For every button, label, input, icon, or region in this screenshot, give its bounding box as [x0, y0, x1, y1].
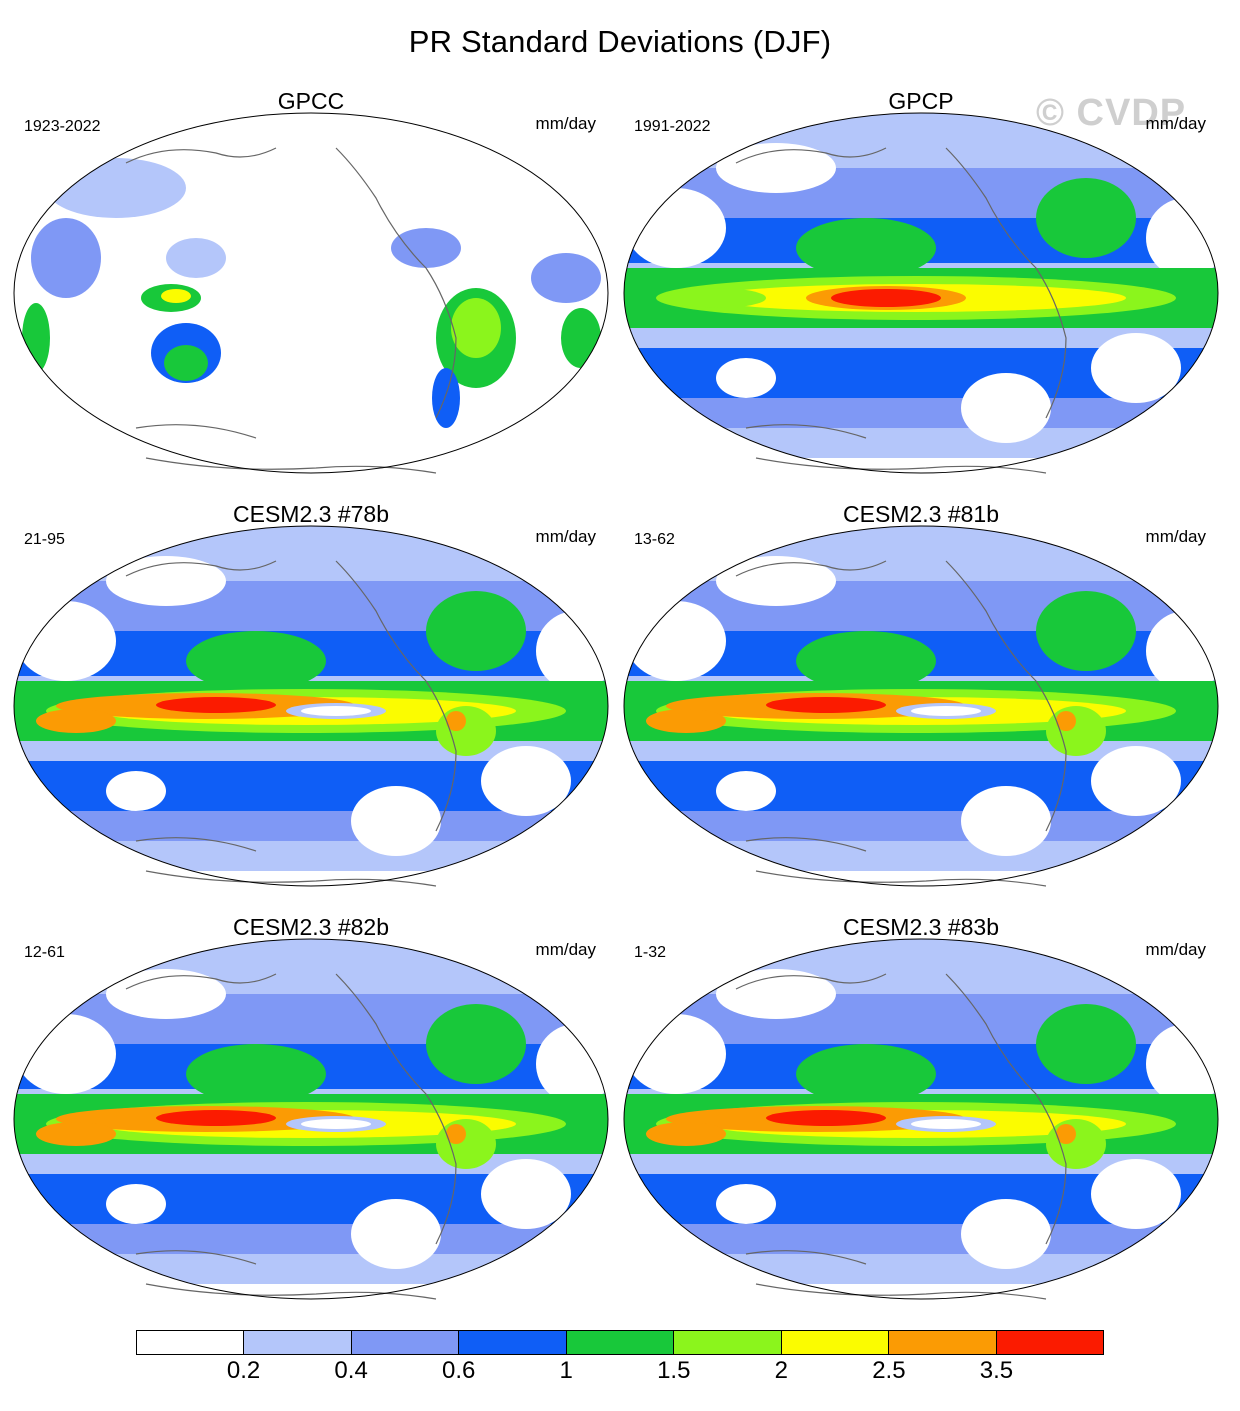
colorbar-label: 1.5 — [657, 1357, 691, 1384]
panel-period: 12-61 — [24, 944, 65, 961]
panel-title: CESM2.3 #78b — [233, 501, 389, 527]
colorbar-label: 0.2 — [226, 1357, 261, 1384]
map-panel: CESM2.3 #78b 21-95 mm/day — [6, 501, 616, 901]
panel-units: mm/day — [1145, 940, 1206, 959]
figure-title: PR Standard Deviations (DJF) — [408, 24, 832, 59]
panel-period: 21-95 — [24, 531, 65, 548]
colorbar-segment — [889, 1331, 997, 1354]
robinson-map — [623, 938, 1219, 1300]
colorbar-label: 3.5 — [979, 1357, 1014, 1384]
map-panel: CESM2.3 #83b 1-32 mm/day — [616, 914, 1226, 1314]
panel-units: mm/day — [535, 940, 596, 959]
colorbar-label: 2 — [774, 1357, 789, 1384]
colorbar-segment — [137, 1331, 245, 1354]
panel-period: 13-62 — [634, 531, 675, 548]
robinson-map — [623, 112, 1219, 474]
colorbar-segment — [459, 1331, 567, 1354]
colorbar-segment — [781, 1331, 890, 1354]
robinson-map — [13, 112, 609, 474]
panel-title: CESM2.3 #83b — [843, 914, 999, 940]
map-panel: GPCC 1923-2022 mm/day — [6, 88, 616, 488]
panel-period: 1991-2022 — [634, 118, 711, 135]
colorbar-label: 0.6 — [441, 1357, 476, 1384]
robinson-map — [13, 525, 609, 887]
panel-title: GPCP — [888, 88, 954, 114]
map-panel: GPCP 1991-2022 mm/day — [616, 88, 1226, 488]
robinson-map — [13, 938, 609, 1300]
colorbar-label: 2.5 — [872, 1357, 906, 1384]
panel-period: 1-32 — [634, 944, 667, 961]
panel-units: mm/day — [535, 527, 596, 546]
colorbar-label: 0.4 — [334, 1357, 368, 1384]
map-panel: CESM2.3 #82b 12-61 mm/day — [6, 914, 616, 1314]
colorbar-segment — [351, 1331, 460, 1354]
watermark: © CVDP — [1036, 92, 1187, 134]
panel-title: CESM2.3 #82b — [233, 914, 389, 940]
colorbar-label: 1 — [559, 1357, 573, 1384]
colorbar-segment — [674, 1331, 782, 1354]
colorbar-segment — [244, 1331, 352, 1354]
panel-units: mm/day — [535, 114, 596, 133]
panel-title: CESM2.3 #81b — [843, 501, 999, 527]
panel-period: 1923-2022 — [24, 118, 101, 135]
panel-units: mm/day — [1145, 527, 1206, 546]
panel-units: mm/day — [1145, 114, 1206, 133]
robinson-map — [623, 525, 1219, 887]
map-panel: CESM2.3 #81b 13-62 mm/day — [616, 501, 1226, 901]
panel-title: GPCC — [277, 88, 345, 114]
colorbar — [136, 1330, 1104, 1355]
colorbar-segment — [996, 1331, 1103, 1354]
colorbar-segment — [566, 1331, 675, 1354]
